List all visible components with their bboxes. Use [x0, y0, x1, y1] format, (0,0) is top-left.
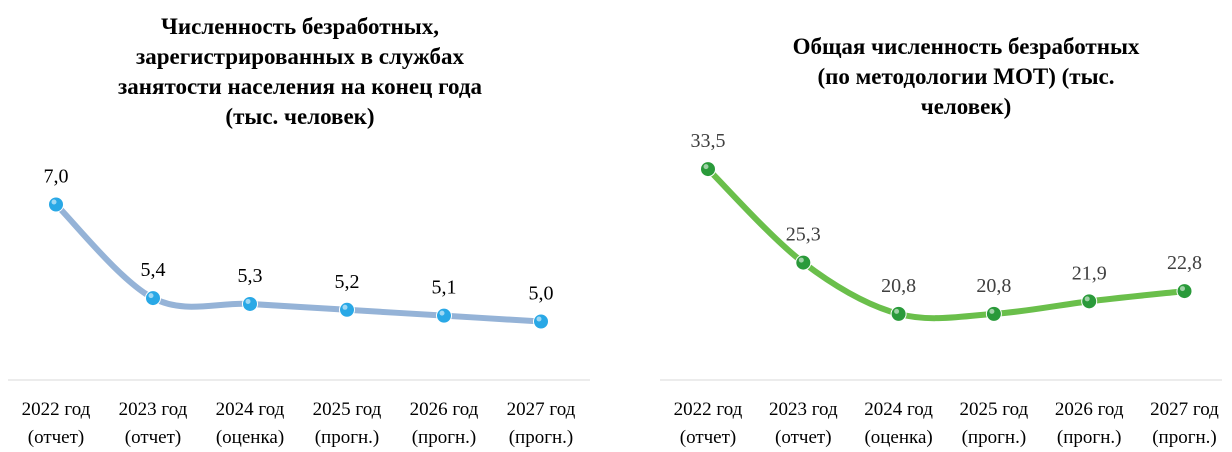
marker: [437, 308, 452, 323]
marker-shine: [149, 293, 154, 298]
data-label: 5,4: [141, 259, 166, 281]
x-tick-label: 2027 год (прогн.): [491, 396, 591, 452]
x-tick-label: 2024 год (оценка): [849, 396, 949, 452]
marker: [986, 306, 1001, 321]
marker-shine: [989, 309, 994, 314]
marker-shine: [704, 164, 709, 169]
data-label: 5,1: [432, 277, 457, 299]
x-tick-label: 2023 год (отчет): [753, 396, 853, 452]
marker-shine: [343, 305, 348, 310]
x-tick-label: 2025 год (прогн.): [944, 396, 1044, 452]
chart-panel: Численность безработных, зарегистрирован…: [0, 0, 616, 450]
marker-shine: [894, 309, 899, 314]
marker: [891, 306, 906, 321]
marker-shine: [799, 258, 804, 263]
marker-shine: [52, 200, 57, 205]
plot: 33,5 25,3 20,8 20,8 21,9 22,8: [616, 0, 1232, 450]
data-label: 20,8: [976, 275, 1011, 297]
marker: [701, 162, 716, 177]
x-tick-label: 2027 год (прогн.): [1135, 396, 1232, 452]
x-tick-label: 2026 год (прогн.): [1039, 396, 1139, 452]
line: [708, 169, 1185, 318]
data-label: 20,8: [881, 275, 916, 297]
plot: 7,0 5,4 5,3 5,2 5,1 5,0: [0, 0, 616, 450]
marker-shine: [440, 311, 445, 316]
data-label: 33,5: [691, 130, 726, 152]
marker: [340, 302, 355, 317]
marker: [49, 197, 64, 212]
data-label: 21,9: [1072, 262, 1107, 284]
line: [56, 205, 541, 322]
marker: [796, 255, 811, 270]
data-label: 5,2: [335, 271, 360, 293]
data-label: 22,8: [1167, 252, 1202, 274]
data-label: 5,0: [529, 283, 554, 305]
x-tick-label: 2022 год (отчет): [658, 396, 758, 452]
marker-shine: [537, 317, 542, 322]
chart-panel: Общая численность безработных (по методо…: [616, 0, 1232, 450]
marker: [1177, 284, 1192, 299]
marker-shine: [246, 299, 251, 304]
marker-shine: [1180, 286, 1185, 291]
marker: [146, 291, 161, 306]
data-label: 7,0: [44, 166, 69, 188]
x-tick-label: 2026 год (прогн.): [394, 396, 494, 452]
x-tick-label: 2023 год (отчет): [103, 396, 203, 452]
marker-shine: [1085, 296, 1090, 301]
x-tick-label: 2022 год (отчет): [6, 396, 106, 452]
marker: [534, 314, 549, 329]
x-tick-label: 2024 год (оценка): [200, 396, 300, 452]
marker: [243, 296, 258, 311]
data-label: 25,3: [786, 224, 821, 246]
data-label: 5,3: [238, 265, 263, 287]
x-tick-label: 2025 год (прогн.): [297, 396, 397, 452]
marker: [1082, 294, 1097, 309]
